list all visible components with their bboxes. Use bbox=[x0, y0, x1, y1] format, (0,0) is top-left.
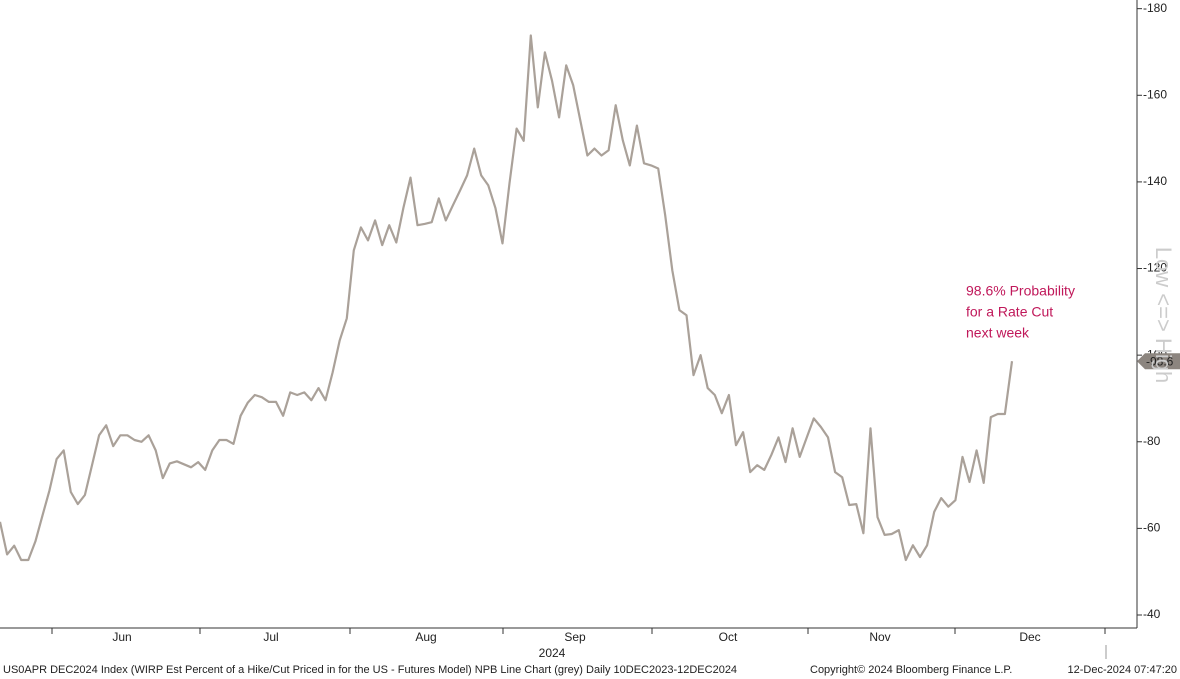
x-tick-label: Jun bbox=[112, 630, 131, 644]
footer: 12-Dec-2024 07:47:20 bbox=[1068, 664, 1177, 676]
y-tick-label: -160 bbox=[1143, 87, 1167, 101]
footer: Copyright© 2024 Bloomberg Finance L.P. bbox=[810, 664, 1012, 676]
footer: US0APR DEC2024 Index (WIRP Est Percent o… bbox=[3, 664, 737, 676]
y-tick-label: -60 bbox=[1143, 521, 1161, 535]
y-tick-label: -140 bbox=[1143, 174, 1167, 188]
x-tick-label: Aug bbox=[415, 630, 436, 644]
x-tick-label: Sep bbox=[564, 630, 586, 644]
x-tick-label: Jul bbox=[263, 630, 278, 644]
line bbox=[0, 34, 1014, 562]
y-tick-label: -120 bbox=[1143, 261, 1167, 275]
x-tick-label: Dec bbox=[1019, 630, 1040, 644]
annotation: 98.6% Probability bbox=[966, 283, 1075, 299]
annotation: for a Rate Cut bbox=[966, 304, 1053, 320]
x-tick-label: Oct bbox=[719, 630, 738, 644]
y-axis-label: Low <=> High bbox=[1151, 247, 1176, 383]
y-tick-label: -80 bbox=[1143, 434, 1161, 448]
year-label: 2024 bbox=[539, 646, 566, 660]
x-tick-label: Nov bbox=[869, 630, 890, 644]
last-value-flag bbox=[1137, 353, 1180, 370]
y-tick-label: -40 bbox=[1143, 607, 1161, 621]
annotation: next week bbox=[966, 325, 1030, 341]
last-value-label: -98.6 bbox=[1146, 354, 1174, 368]
y-tick-label: -180 bbox=[1143, 1, 1167, 15]
